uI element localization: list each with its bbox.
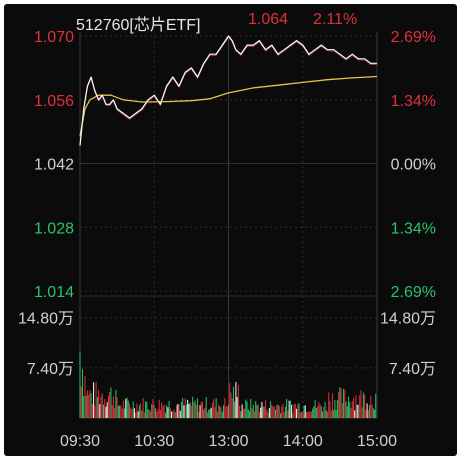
volume-tick-label-left: 7.40万 [27,361,74,378]
time-tick-label: 14:00 [283,433,323,450]
time-tick-label: 09:30 [60,433,100,450]
price-line [79,35,377,146]
pct-tick-label: 1.34% [391,220,436,237]
price-tick-label: 1.056 [34,93,74,110]
price-tick-label: 1.070 [34,29,74,46]
price-tick-label: 1.014 [34,284,74,301]
intraday-chart: 1.070 1.056 1.042 1.028 1.014 2.69% 1.34% 0.00%… [18,29,436,450]
fund-symbol: 512760[芯片ETF] [76,17,201,34]
price-line-shadow [79,36,377,147]
time-tick-label: 10:30 [134,433,174,450]
chart-panel: 1.070 1.056 1.042 1.028 1.014 2.69% 1.34% 0.00%… [4,4,457,456]
price-tick-label: 1.028 [34,220,74,237]
current-price: 1.064 [248,11,289,28]
pct-tick-label: 2.69% [391,29,436,46]
volume-tick-label-left: 14.80万 [18,311,74,328]
volume-tick-label-right: 14.80万 [380,311,436,328]
pct-tick-label: 2.69% [391,284,436,301]
price-tick-label: 1.042 [34,157,74,174]
time-tick-label: 13:00 [208,433,248,450]
pct-tick-label: 1.34% [391,93,436,110]
volume-tick-label-right: 7.40万 [389,361,436,378]
average-line [79,75,378,137]
change-percent: 2.11% [313,11,358,28]
time-tick-label: 15:00 [357,433,397,450]
pct-tick-label: 0.00% [391,157,436,174]
